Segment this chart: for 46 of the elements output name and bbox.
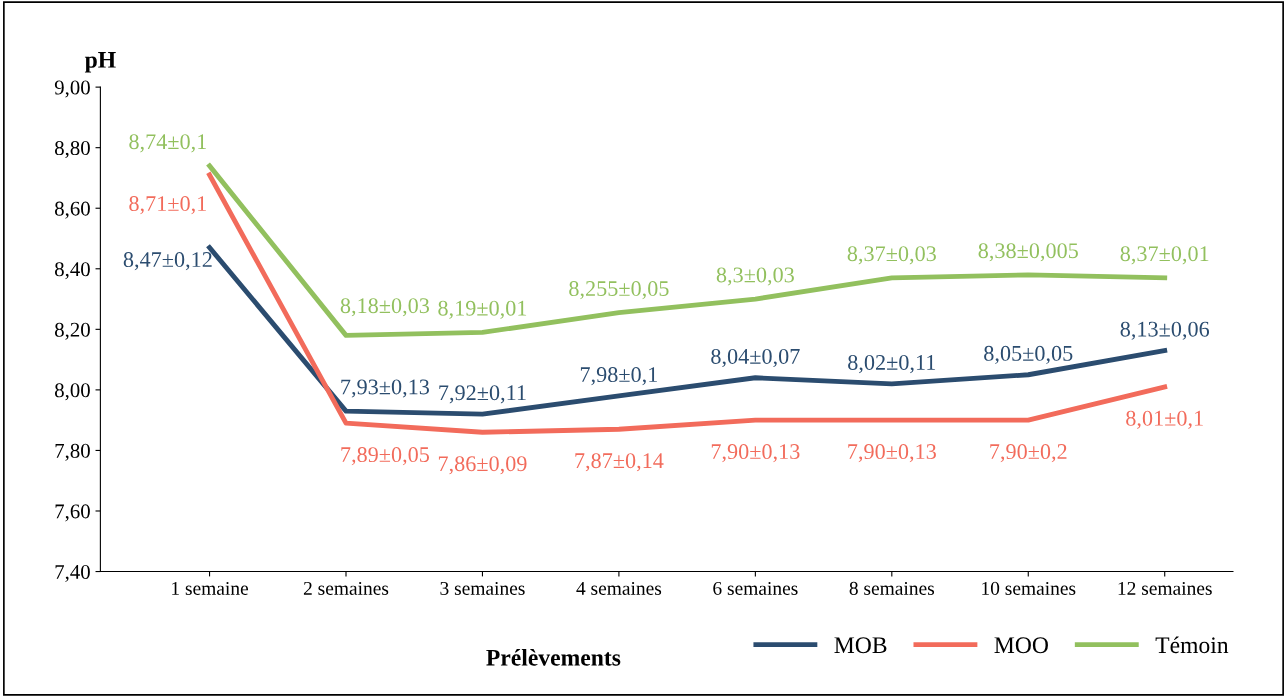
legend-label: Témoin	[1155, 636, 1229, 654]
data-label: 8,38±0,005	[978, 243, 1078, 262]
y-tick-label: 9,00	[54, 80, 90, 98]
x-tick-label: 8 semaines	[849, 581, 935, 595]
x-tick-label: 6 semaines	[713, 581, 798, 595]
y-tick-label: 8,20	[55, 322, 90, 340]
y-tick-label: 7,40	[55, 564, 90, 582]
data-label: 8,01±0,1	[1126, 410, 1203, 429]
y-tick-label: 7,60	[55, 504, 90, 522]
data-label: 8,255±0,05	[569, 281, 669, 300]
y-tick-label: 8,60	[55, 201, 90, 219]
data-label: 8,71±0,1	[129, 196, 206, 215]
legend-label: MOB	[834, 637, 887, 654]
data-label: 8,37±0,01	[1120, 246, 1209, 265]
x-tick-label: 12 semaines	[1118, 581, 1212, 595]
y-tick-label: 7,80	[55, 443, 90, 461]
data-label: 8,13±0,06	[1120, 321, 1210, 340]
data-label: 7,90±0,13	[848, 444, 936, 463]
data-label: 7,92±0,11	[439, 385, 526, 404]
x-tick-label: 10 semaines	[982, 581, 1076, 595]
data-label: 8,02±0,11	[848, 354, 936, 374]
data-label: 8,04±0,07	[711, 348, 800, 368]
x-tick-label: 1 semaine	[172, 581, 249, 595]
y-tick-label: 8,00	[55, 383, 90, 401]
y-tick-label: 8,40	[55, 262, 90, 280]
x-axis-title: Prélèvements	[486, 649, 621, 666]
data-label: 8,74±0,1	[129, 134, 206, 153]
data-label: 7,89±0,05	[341, 447, 430, 466]
data-label: 8,37±0,03	[847, 246, 936, 265]
data-label: 7,98±0,1	[580, 367, 657, 386]
data-label: 8,05±0,05	[984, 345, 1073, 365]
data-label: 7,87±0,14	[575, 453, 664, 472]
x-tick-label: 3 semaines	[440, 581, 525, 595]
data-label: 7,90±0,2	[990, 444, 1067, 463]
data-label: 8,18±0,03	[340, 298, 430, 317]
data-label: 8,19±0,01	[438, 300, 527, 319]
data-label: 8,3±0,03	[716, 267, 794, 286]
y-tick-label: 8,80	[55, 141, 90, 159]
data-label: 7,90±0,13	[711, 444, 800, 463]
legend-label: MOO	[994, 637, 1048, 654]
data-label: 7,86±0,09	[438, 456, 527, 475]
y-axis-title: pH	[84, 52, 116, 73]
data-label: 7,93±0,13	[341, 379, 430, 398]
x-tick-label: 2 semaines	[303, 581, 389, 595]
data-label: 8,47±0,12	[123, 252, 212, 271]
x-tick-label: 4 semaines	[576, 581, 662, 595]
